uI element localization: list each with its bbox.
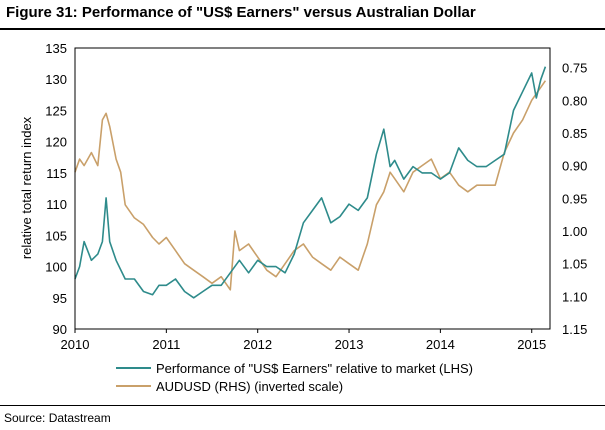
- y-axis-label: relative total return index: [19, 116, 34, 259]
- left-axis-ticks: 90 95 100 105 110 115 120 125 130 135: [45, 41, 67, 337]
- x-tick-label: 2010: [61, 337, 90, 352]
- y-tick-label: 125: [45, 103, 67, 118]
- title-rule: [0, 28, 605, 30]
- x-tick-label: 2013: [335, 337, 364, 352]
- series-lines: [74, 66, 547, 299]
- y-tick-label: 135: [45, 41, 67, 56]
- source-note: Source: Datastream: [4, 411, 111, 425]
- y-tick-label: 115: [46, 166, 67, 181]
- y2-tick-label: 0.95: [562, 191, 587, 206]
- y2-tick-label: 0.75: [562, 61, 587, 76]
- source-rule: [0, 405, 605, 406]
- y-tick-label: 105: [45, 228, 67, 243]
- legend-label-rhs: AUDUSD (RHS) (inverted scale): [156, 379, 343, 394]
- chart: 90 95 100 105 110 115 120 125 130 135 0.75 0.80 0.8…: [19, 41, 587, 394]
- right-axis-ticks: 0.75 0.80 0.85 0.90 0.95 1.00 1.05 1.10 1.15: [562, 61, 587, 337]
- y2-tick-label: 0.85: [562, 126, 587, 141]
- x-tick-label: 2011: [152, 337, 180, 352]
- x-tick-label: 2014: [426, 337, 455, 352]
- y-tick-label: 120: [45, 135, 67, 150]
- y-tick-label: 130: [45, 72, 67, 87]
- y2-tick-label: 0.90: [562, 159, 587, 174]
- y-tick-label: 110: [46, 197, 67, 212]
- x-tick-label: 2015: [517, 337, 546, 352]
- series-line-audusd: [74, 80, 547, 291]
- y2-tick-label: 1.15: [562, 322, 587, 337]
- y-tick-label: 95: [53, 291, 67, 306]
- y-tick-label: 100: [45, 260, 67, 275]
- x-axis-ticks: 2010 2011 2012 2013 2014 2015: [61, 329, 546, 352]
- figure-title: Figure 31: Performance of "US$ Earners" …: [6, 4, 476, 21]
- plot-frame: [74, 47, 551, 330]
- series-line-us-earners: [74, 66, 547, 299]
- y-tick-label: 90: [53, 322, 67, 337]
- y2-tick-label: 1.05: [562, 257, 587, 272]
- y2-tick-label: 1.00: [562, 224, 587, 239]
- y2-tick-label: 1.10: [562, 289, 587, 304]
- y2-tick-label: 0.80: [562, 93, 587, 108]
- x-tick-label: 2012: [243, 337, 272, 352]
- legend-label-lhs: Performance of "US$ Earners" relative to…: [156, 361, 473, 376]
